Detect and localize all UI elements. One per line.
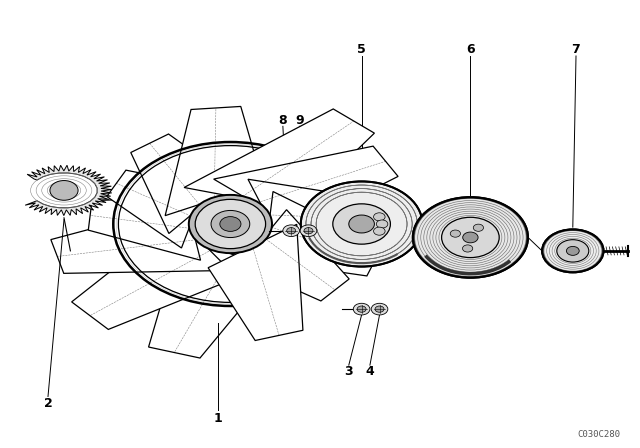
Text: 1: 1 bbox=[213, 412, 222, 426]
Circle shape bbox=[300, 225, 317, 237]
Circle shape bbox=[451, 230, 461, 237]
Circle shape bbox=[353, 303, 370, 315]
Circle shape bbox=[304, 228, 313, 234]
Text: 9: 9 bbox=[295, 114, 304, 128]
Circle shape bbox=[376, 220, 388, 228]
Circle shape bbox=[50, 181, 78, 200]
Text: 2: 2 bbox=[44, 396, 52, 410]
Circle shape bbox=[189, 195, 272, 253]
Polygon shape bbox=[214, 146, 398, 228]
Circle shape bbox=[333, 204, 390, 244]
Polygon shape bbox=[107, 170, 205, 248]
Circle shape bbox=[463, 245, 473, 252]
Text: 7: 7 bbox=[572, 43, 580, 56]
Polygon shape bbox=[184, 109, 374, 209]
Circle shape bbox=[442, 217, 499, 258]
Text: 5: 5 bbox=[357, 43, 366, 56]
Circle shape bbox=[283, 225, 300, 237]
Polygon shape bbox=[264, 192, 383, 276]
Polygon shape bbox=[165, 107, 263, 215]
Circle shape bbox=[542, 229, 604, 272]
Circle shape bbox=[371, 303, 388, 315]
Circle shape bbox=[195, 199, 266, 249]
Polygon shape bbox=[241, 210, 349, 301]
Circle shape bbox=[357, 306, 366, 312]
Polygon shape bbox=[148, 247, 292, 358]
Circle shape bbox=[413, 197, 528, 278]
Polygon shape bbox=[131, 134, 233, 233]
Circle shape bbox=[211, 211, 250, 237]
Circle shape bbox=[374, 213, 385, 221]
Polygon shape bbox=[25, 165, 112, 215]
Polygon shape bbox=[51, 208, 230, 273]
Circle shape bbox=[287, 228, 296, 234]
Polygon shape bbox=[208, 224, 303, 340]
Polygon shape bbox=[248, 179, 397, 250]
Text: 3: 3 bbox=[344, 365, 353, 379]
Circle shape bbox=[301, 181, 422, 267]
Circle shape bbox=[463, 232, 478, 243]
Circle shape bbox=[374, 227, 385, 235]
Text: 4: 4 bbox=[365, 365, 374, 379]
Circle shape bbox=[557, 240, 589, 262]
Circle shape bbox=[220, 217, 241, 232]
Polygon shape bbox=[72, 231, 267, 329]
Text: 8: 8 bbox=[278, 114, 287, 128]
Polygon shape bbox=[88, 197, 200, 260]
Circle shape bbox=[566, 246, 579, 255]
Circle shape bbox=[474, 224, 484, 231]
Text: 6: 6 bbox=[466, 43, 475, 56]
Text: C030C280: C030C280 bbox=[578, 430, 621, 439]
Circle shape bbox=[375, 306, 384, 312]
Circle shape bbox=[349, 215, 374, 233]
